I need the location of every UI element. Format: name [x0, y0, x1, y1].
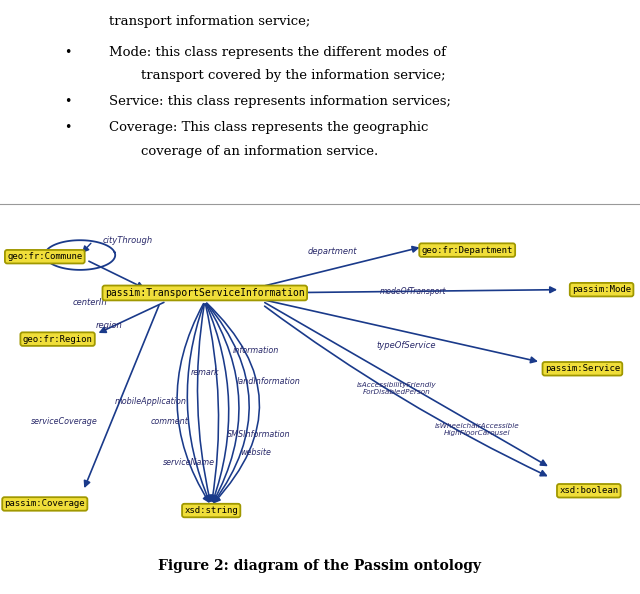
- Text: comment: comment: [150, 417, 189, 426]
- Text: coverage of an information service.: coverage of an information service.: [141, 146, 378, 158]
- Text: •: •: [64, 96, 72, 108]
- Text: transport information service;: transport information service;: [109, 15, 310, 28]
- Text: landInformation: landInformation: [237, 377, 301, 387]
- Text: geo:fr:Commune: geo:fr:Commune: [7, 252, 83, 261]
- Text: website: website: [241, 448, 271, 457]
- Text: geo:fr:Region: geo:fr:Region: [22, 334, 93, 343]
- Text: Service: this class represents information services;: Service: this class represents informati…: [109, 96, 451, 108]
- Text: department: department: [308, 247, 358, 256]
- Text: passim:Mode: passim:Mode: [572, 285, 631, 294]
- Text: serviceName: serviceName: [163, 458, 215, 467]
- Text: SMSInformation: SMSInformation: [227, 430, 291, 439]
- Text: Mode: this class represents the different modes of: Mode: this class represents the differen…: [109, 46, 446, 59]
- Text: •: •: [64, 46, 72, 59]
- Text: transport covered by the information service;: transport covered by the information ser…: [141, 69, 445, 83]
- Text: Coverage: This class represents the geographic: Coverage: This class represents the geog…: [109, 121, 428, 134]
- Text: geo:fr:Department: geo:fr:Department: [422, 245, 513, 255]
- Text: isAccessibilityFriendly
ForDisabledPerson: isAccessibilityFriendly ForDisabledPerso…: [357, 382, 436, 395]
- Text: serviceCoverage: serviceCoverage: [31, 417, 97, 426]
- Text: region: region: [95, 321, 122, 330]
- Text: cityThrough: cityThrough: [103, 236, 153, 245]
- Text: centerIn: centerIn: [72, 298, 107, 307]
- Text: typeOfService: typeOfService: [377, 341, 436, 350]
- Text: •: •: [64, 121, 72, 134]
- Text: xsd:boolean: xsd:boolean: [559, 486, 618, 495]
- Text: remark: remark: [191, 368, 219, 377]
- Text: xsd:string: xsd:string: [184, 506, 238, 515]
- Text: passim:Coverage: passim:Coverage: [4, 500, 85, 508]
- Text: modeOfTransport: modeOfTransport: [380, 287, 446, 296]
- Text: passim:Service: passim:Service: [545, 364, 620, 373]
- Text: Figure 2: diagram of the Passim ontology: Figure 2: diagram of the Passim ontology: [159, 559, 481, 573]
- Text: information: information: [233, 346, 279, 355]
- Text: isWheelchairAccessible
HighFloorCarousel: isWheelchairAccessible HighFloorCarousel: [435, 424, 519, 436]
- Text: passim:TransportServiceInformation: passim:TransportServiceInformation: [105, 288, 305, 298]
- Text: mobileApplication: mobileApplication: [115, 397, 186, 406]
